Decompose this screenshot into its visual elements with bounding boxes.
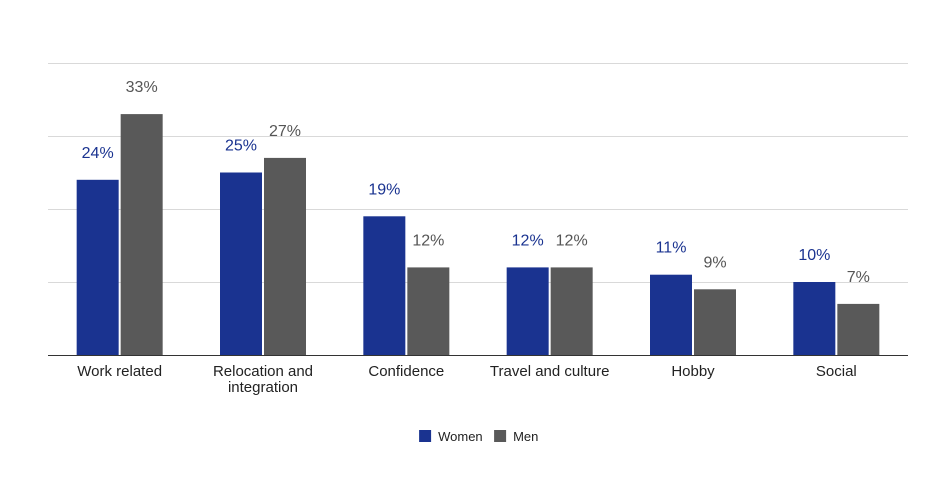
bar-women [76, 179, 119, 355]
x-tick-label: integration [228, 379, 298, 396]
legend-swatch-women [419, 430, 432, 442]
data-label: 12% [412, 232, 444, 249]
data-label: 11% [656, 240, 687, 257]
bar-men [264, 157, 306, 355]
x-tick-label: Travel and culture [490, 363, 610, 380]
data-label: 27% [269, 123, 301, 140]
x-tick-label: Confidence [368, 363, 444, 380]
legend-label: Women [438, 429, 483, 444]
data-label: 12% [556, 232, 588, 249]
bar-women [793, 282, 836, 355]
bar-men [120, 114, 163, 355]
data-label: 12% [512, 232, 544, 249]
data-label: 7% [847, 269, 870, 286]
bar-women [506, 267, 549, 355]
data-label: 24% [82, 145, 114, 162]
x-tick-label: Social [816, 363, 857, 380]
data-label: 33% [126, 79, 158, 96]
bar-men [694, 289, 736, 355]
legend-swatch-men [494, 430, 507, 442]
bar-women [363, 216, 406, 355]
data-label: 10% [798, 247, 830, 264]
bar-men [837, 303, 880, 355]
bar-women [650, 274, 692, 355]
x-tick-label: Work related [77, 363, 162, 380]
legend-label: Men [513, 429, 538, 444]
data-label: 25% [225, 138, 257, 155]
data-label: 9% [703, 254, 726, 271]
bar-women [220, 172, 262, 355]
x-tick-label: Hobby [671, 363, 715, 380]
data-label: 19% [368, 181, 400, 198]
x-tick-label: Relocation and [213, 363, 313, 380]
bar-men [407, 267, 450, 355]
bar-men [550, 267, 593, 355]
